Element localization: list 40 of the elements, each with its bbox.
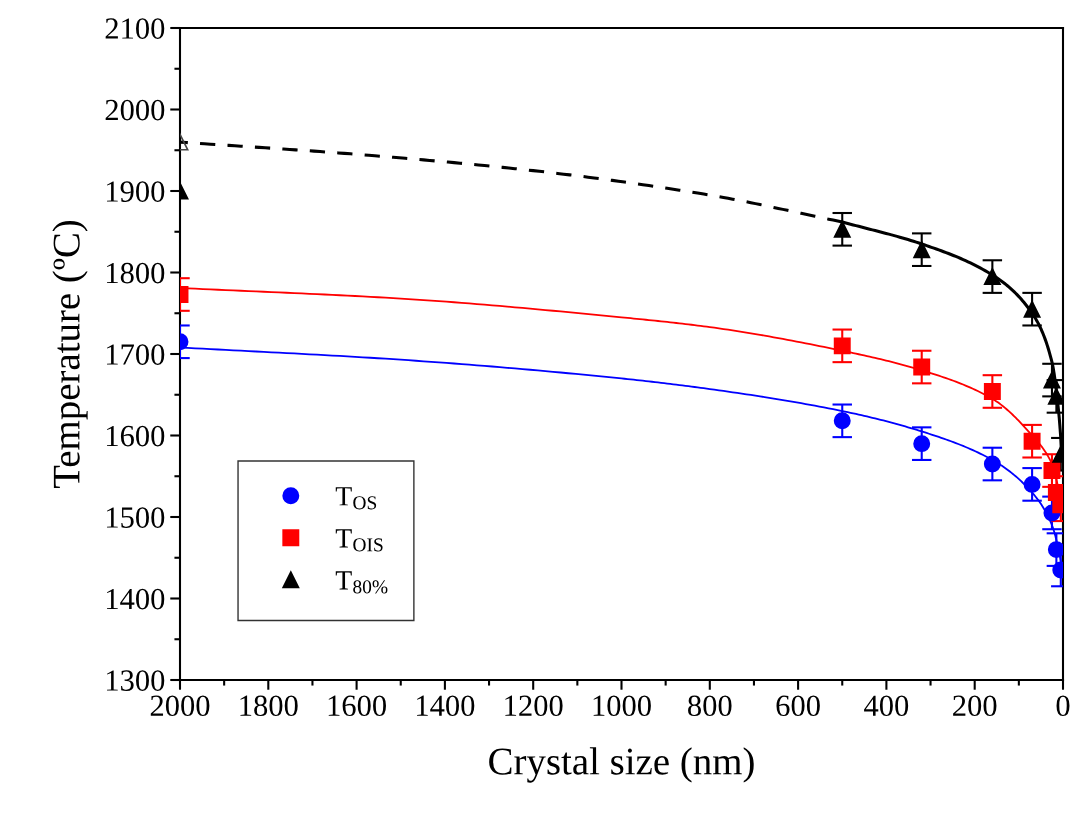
point (913, 358, 931, 376)
point (913, 435, 931, 453)
point (983, 383, 1001, 400)
y-axis-title: Temperature (ºC) (52, 220, 88, 489)
y-tick-label: 1500 (106, 507, 165, 528)
y-tick-label: 1900 (106, 181, 165, 202)
x-tick-label: 400 (864, 695, 909, 717)
y-tick-label: 2000 (105, 99, 165, 121)
point (833, 337, 851, 355)
x-tick-label: 1400 (417, 695, 475, 717)
x-tick-label: 2000 (150, 695, 210, 717)
x-tick-label: 1000 (593, 695, 651, 717)
point (1023, 300, 1041, 318)
point (1043, 462, 1061, 480)
point (1023, 432, 1041, 450)
x-tick-label: 800 (688, 695, 732, 717)
y-tick-label: 1600 (106, 425, 165, 447)
point (983, 455, 1001, 473)
legend-label: T$_{OS}$ (335, 487, 377, 510)
point (1023, 475, 1041, 493)
point (1047, 387, 1063, 405)
x-tick-label: 1600 (328, 695, 386, 717)
point (983, 268, 1001, 286)
x-axis-title: Crystal size (nm) (489, 747, 754, 783)
point (1047, 541, 1063, 559)
x-tick-label: 1200 (505, 695, 563, 717)
legend-label: T$_{OIS}$ (335, 529, 383, 552)
point (1043, 371, 1061, 389)
legend-label: T$_{80%}$ (335, 571, 388, 594)
x-tick-label: 200 (953, 695, 997, 717)
point (833, 412, 851, 430)
point (913, 241, 931, 259)
y-tick-label: 1400 (106, 588, 165, 610)
y-tick-label: 1300 (106, 670, 165, 691)
x-tick-label: 0 (1056, 695, 1070, 717)
y-tick-label: 1700 (106, 344, 165, 365)
y-tick-label: 1800 (106, 262, 165, 284)
x-tick-label: 600 (776, 695, 820, 717)
y-tick-label: 2100 (105, 18, 165, 39)
x-tick-label: 1800 (240, 695, 298, 717)
